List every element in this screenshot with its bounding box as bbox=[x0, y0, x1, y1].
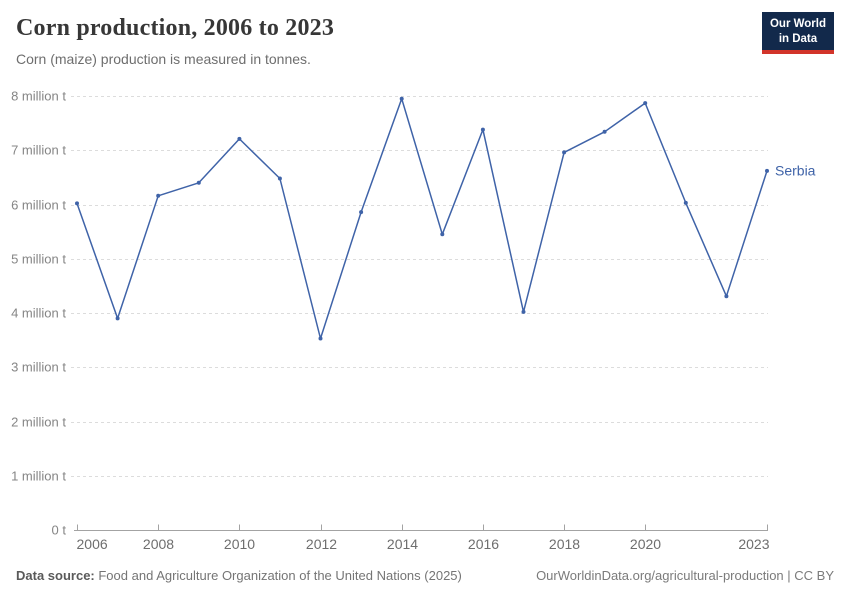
chart-footer: Data source: Food and Agriculture Organi… bbox=[16, 568, 834, 583]
y-tick-label: 3 million t bbox=[11, 360, 66, 375]
y-tick-label: 5 million t bbox=[11, 252, 66, 267]
data-point-2011[interactable] bbox=[277, 176, 282, 181]
data-point-2010[interactable] bbox=[237, 136, 242, 141]
data-source-label: Data source: bbox=[16, 568, 95, 583]
owid-logo-line1: Our World bbox=[769, 18, 826, 30]
y-tick-label: 2 million t bbox=[11, 415, 66, 430]
x-tick-label: 2006 bbox=[77, 536, 108, 552]
y-tick-label: 7 million t bbox=[11, 143, 66, 158]
owid-logo[interactable]: Our World in Data bbox=[761, 12, 834, 54]
data-point-2020[interactable] bbox=[643, 101, 648, 106]
data-point-2015[interactable] bbox=[440, 232, 445, 237]
y-tick-label: 1 million t bbox=[11, 469, 66, 484]
data-point-2022[interactable] bbox=[724, 294, 729, 299]
serbia-line[interactable] bbox=[76, 97, 768, 340]
x-tick-label: 2018 bbox=[549, 536, 580, 552]
owid-logo-line2: in Data bbox=[778, 32, 818, 45]
data-point-2009[interactable] bbox=[196, 180, 201, 185]
data-point-2008[interactable] bbox=[156, 193, 161, 198]
data-source-text: Food and Agriculture Organization of the… bbox=[94, 568, 462, 583]
data-point-2018[interactable] bbox=[562, 150, 567, 155]
series-label-serbia[interactable]: Serbia bbox=[775, 162, 816, 178]
x-tick-label: 2010 bbox=[224, 536, 255, 552]
data-point-2019[interactable] bbox=[602, 129, 607, 134]
chart-subtitle: Corn (maize) production is measured in t… bbox=[16, 51, 311, 67]
y-tick-label: 0 t bbox=[52, 523, 67, 538]
x-tick-label: 2012 bbox=[306, 536, 337, 552]
chart-header: Corn production, 2006 to 2023 Corn (maiz… bbox=[16, 15, 730, 67]
data-point-2012[interactable] bbox=[318, 336, 323, 341]
y-tick-label: 4 million t bbox=[11, 306, 66, 321]
x-tick-label: 2016 bbox=[468, 536, 499, 552]
data-point-2023[interactable] bbox=[765, 168, 769, 173]
data-source: Data source: Food and Agriculture Organi… bbox=[16, 568, 462, 583]
y-tick-label: 8 million t bbox=[11, 89, 66, 104]
x-tick-label: 2014 bbox=[387, 536, 418, 552]
data-point-2017[interactable] bbox=[521, 309, 526, 314]
data-point-2016[interactable] bbox=[480, 127, 485, 132]
data-point-2007[interactable] bbox=[115, 316, 120, 321]
data-point-2021[interactable] bbox=[683, 200, 688, 205]
data-point-2014[interactable] bbox=[399, 96, 404, 101]
y-tick-label: 6 million t bbox=[11, 198, 66, 213]
footer-link[interactable]: OurWorldinData.org/agricultural-producti… bbox=[536, 568, 834, 583]
x-tick-label: 2008 bbox=[143, 536, 174, 552]
chart-title: Corn production, 2006 to 2023 bbox=[16, 15, 335, 41]
x-tick-label: 2023 bbox=[738, 536, 769, 552]
x-tick-label: 2020 bbox=[630, 536, 661, 552]
data-point-2006[interactable] bbox=[75, 201, 79, 206]
data-point-2013[interactable] bbox=[359, 210, 364, 215]
